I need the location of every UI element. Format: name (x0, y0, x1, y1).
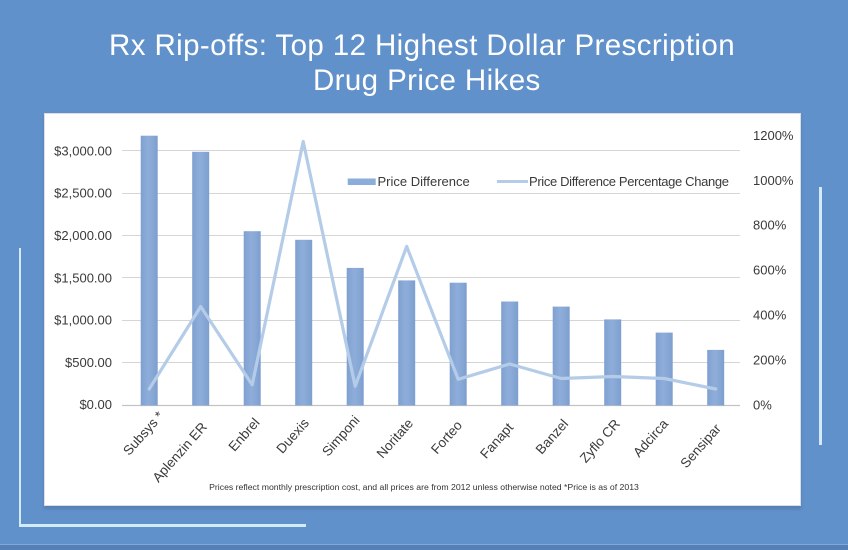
svg-text:Subsys *: Subsys * (120, 408, 167, 458)
svg-text:Noritate: Noritate (374, 416, 417, 461)
svg-text:$2,500.00: $2,500.00 (54, 186, 112, 201)
svg-text:$1,500.00: $1,500.00 (54, 270, 112, 285)
svg-text:Simponi: Simponi (319, 413, 363, 459)
svg-text:800%: 800% (753, 218, 787, 233)
svg-text:400%: 400% (753, 308, 787, 323)
svg-text:Sensipar: Sensipar (677, 421, 724, 471)
svg-text:$0.00: $0.00 (79, 397, 112, 412)
svg-text:Banzel: Banzel (533, 416, 572, 457)
svg-text:Fanapt: Fanapt (477, 420, 516, 462)
svg-text:$500.00: $500.00 (65, 355, 112, 370)
svg-text:600%: 600% (753, 263, 787, 278)
svg-text:Aplenzin ER: Aplenzin ER (149, 419, 210, 485)
svg-text:1200%: 1200% (753, 128, 794, 143)
svg-text:Prices reflect monthly prescri: Prices reflect monthly prescription cost… (209, 482, 639, 492)
svg-text:Price Difference: Price Difference (378, 174, 470, 189)
svg-text:$2,000.00: $2,000.00 (54, 228, 112, 243)
svg-text:Duexis: Duexis (273, 415, 312, 456)
svg-text:Adcirca: Adcirca (630, 416, 671, 460)
svg-text:0%: 0% (753, 397, 772, 412)
svg-text:1000%: 1000% (753, 173, 794, 188)
svg-text:Zyflo CR: Zyflo CR (577, 416, 623, 465)
svg-text:Price Difference Percentage C: Price Difference Percentage Change (529, 174, 729, 189)
svg-text:200%: 200% (753, 352, 787, 367)
svg-text:$1,000.00: $1,000.00 (54, 313, 112, 328)
svg-text:Forteo: Forteo (428, 418, 465, 457)
svg-text:$3,000.00: $3,000.00 (54, 143, 112, 158)
svg-text:Enbrel: Enbrel (226, 415, 263, 454)
